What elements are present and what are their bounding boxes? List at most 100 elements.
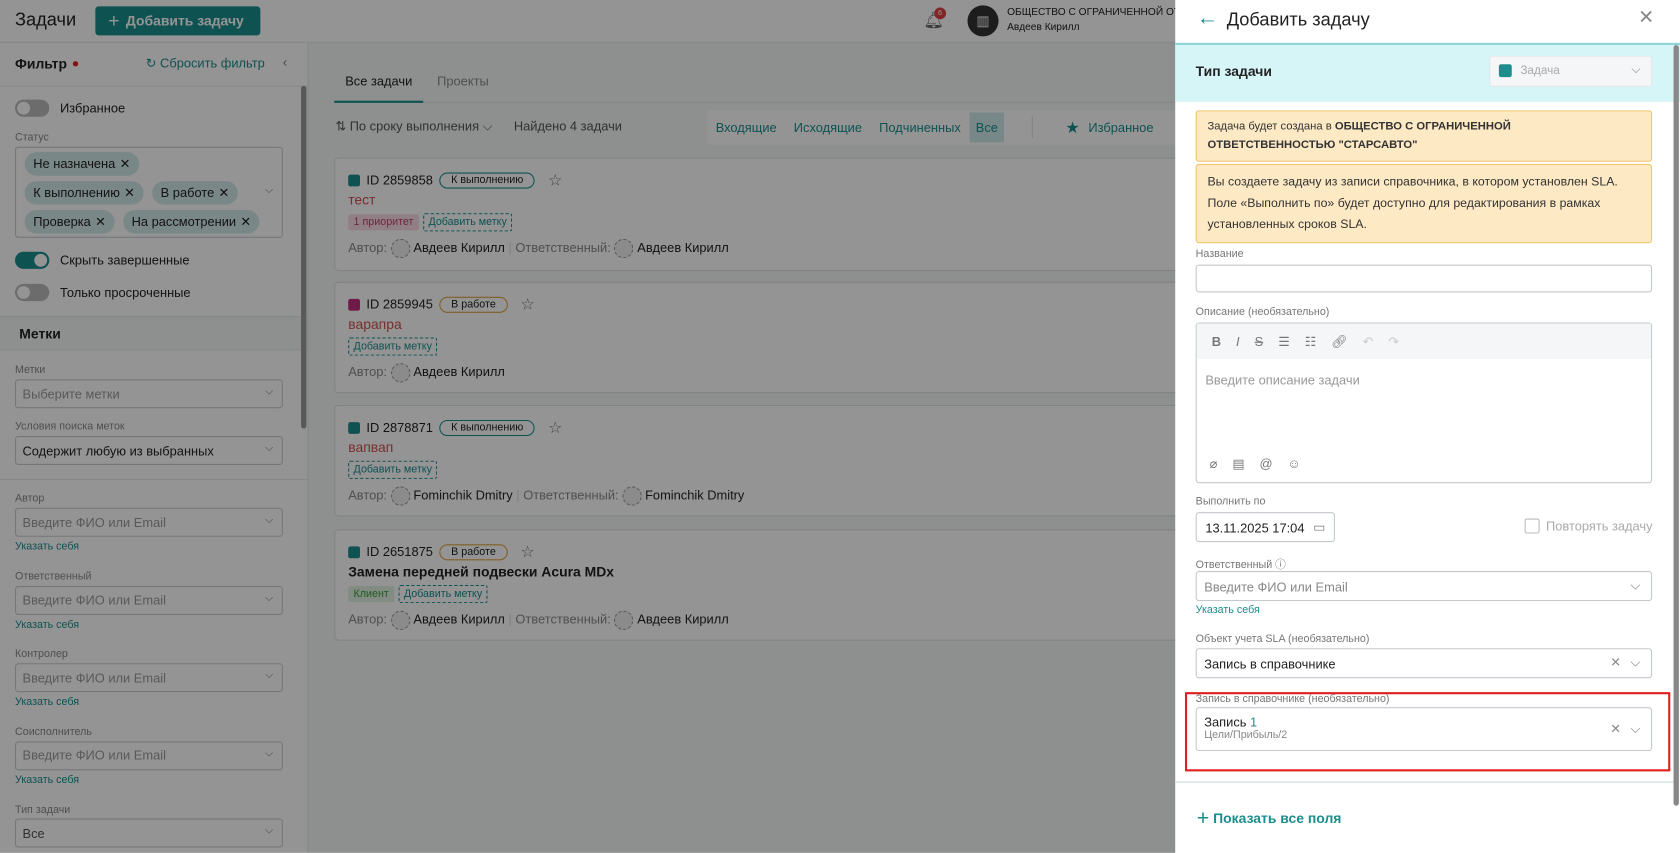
found-count: Найдено 4 задачи [513,118,622,134]
close-icon[interactable]: ✕ [1638,6,1655,28]
avatar [622,486,642,506]
segment-incoming[interactable]: Входящие [715,119,777,135]
toggle-switch[interactable] [14,99,50,117]
responsible-name[interactable]: Авдеев Кирилл [637,611,729,627]
task-card[interactable]: ID 2651875 В работе ☆ Замена передней подв… [334,529,1192,641]
author-name[interactable]: Fominchik Dmitry [413,487,513,503]
segment-outgoing[interactable]: Исходящие [793,119,863,135]
sla-select[interactable]: Запись в справочнике ✕ ⌵ [1195,648,1653,679]
task-card[interactable]: ID 2859945 В работе ☆ варапра Добавить мет… [334,281,1192,394]
add-tag-button[interactable]: Добавить метку [398,584,488,604]
undo-icon[interactable]: ↶ [1362,333,1374,349]
tab-projects[interactable]: Проекты [437,73,489,89]
add-tag-button[interactable]: Добавить метку [348,460,438,479]
author-name[interactable]: Авдеев Кирилл [413,364,505,380]
star-icon[interactable]: ☆ [520,543,535,562]
assign-self-link[interactable]: Указать себя [1195,604,1260,617]
assign-self-link[interactable]: Указать себя [14,618,80,631]
description-editor[interactable]: B I S ☰ ☷ 🔗︎ ↶ ↷ Введите описание задачи ⌀ ▤ @ ☺ [1195,322,1653,484]
add-task-button[interactable]: + Добавить задачу [95,6,261,36]
assign-self-link[interactable]: Указать себя [14,696,80,709]
task-card[interactable]: ID 2878871 К выполнению ☆ вапвап Добавить … [334,404,1192,517]
tags-select[interactable]: Выберите метки ⌵ [14,379,283,409]
task-title[interactable]: Замена передней подвески Acura MDx [348,563,615,580]
person-select[interactable]: Введите ФИО или Email ⌵ [14,585,283,615]
toggle-switch[interactable] [14,283,50,302]
sidebar-scrollbar[interactable] [301,85,307,429]
segment-all[interactable]: Все [969,112,1005,143]
calendar-icon[interactable]: ▭ [1313,519,1326,535]
template-icon[interactable]: ▤ [1232,456,1245,472]
attach-icon[interactable]: ⌀ [1209,456,1218,472]
strikethrough-icon[interactable]: S [1254,333,1264,349]
panel-scrollbar[interactable] [1673,44,1679,806]
redo-icon[interactable]: ↷ [1388,333,1400,349]
task-type-select[interactable]: Все ⌵ [14,818,283,848]
emoji-icon[interactable]: ☺ [1287,456,1301,472]
task-tag[interactable]: Клиент [348,586,395,603]
modal-overlay[interactable] [0,0,1176,853]
assign-self-link[interactable]: Указать себя [14,541,80,553]
chevron-down-icon: ⌵ [1631,63,1641,77]
segment-subordinates[interactable]: Подчиненных [879,119,961,135]
bold-icon[interactable]: B [1211,333,1222,349]
add-tag-button[interactable]: Добавить метку [423,213,513,232]
task-id: ID 2878871 [366,419,433,435]
favorites-toggle[interactable]: Избранное [14,99,125,117]
task-card[interactable]: ID 2859858 К выполнению ☆ тест 1 приоритет… [334,157,1192,272]
close-icon[interactable]: ✕ [240,214,252,230]
bullet-list-icon[interactable]: ☰ [1278,333,1290,349]
add-task-panel: ← Добавить задачу ✕ Тип задачи Задача ⌵ З… [1175,0,1680,853]
responsible-name[interactable]: Fominchik Dmitry [645,487,745,503]
tag-search-select[interactable]: Содержит любую из выбранных ⌵ [14,436,283,465]
avatar [390,363,410,383]
reset-filter-button[interactable]: ↻ Сбросить фильтр [146,56,265,71]
task-type-select[interactable]: Задача ⌵ [1489,55,1653,87]
responsible-select[interactable]: Введите ФИО или Email ⌵ [1195,571,1653,602]
task-title[interactable]: варапра [348,316,402,333]
numbered-list-icon[interactable]: ☷ [1304,333,1317,349]
segment-favorites[interactable]: Избранное [1088,119,1154,135]
author-name[interactable]: Авдеев Кирилл [413,611,505,627]
clear-icon[interactable]: ✕ [1610,654,1622,670]
close-icon[interactable]: ✕ [218,185,230,201]
task-title[interactable]: вапвап [348,439,394,456]
record-select[interactable]: Запись 1 Цели/Прибыль/2 ✕ ⌵ [1195,707,1653,752]
author-name[interactable]: Авдеев Кирилл [413,240,505,256]
status-multiselect[interactable]: Не назначена ✕ К выполнению ✕ В работе ✕ Про… [14,146,283,238]
name-input[interactable] [1195,264,1653,293]
mention-icon[interactable]: @ [1259,456,1273,472]
hide-completed-toggle[interactable]: Скрыть завершенные [14,251,190,269]
responsible-name[interactable]: Авдеев Кирилл [637,240,729,256]
company-avatar[interactable]: ▥ [967,5,999,37]
link-icon[interactable]: 🔗︎ [1331,333,1348,349]
due-date-input[interactable]: 13.11.2025 17:04 ▭ [1195,512,1335,543]
show-all-fields-button[interactable]: + Показать все поля [1196,806,1342,831]
task-title[interactable]: тест [348,191,376,208]
task-id: ID 2651875 [366,544,433,560]
help-icon[interactable]: ⓘ [1275,559,1286,572]
italic-icon[interactable]: I [1236,333,1240,349]
person-select[interactable]: Введите ФИО или Email ⌵ [14,740,283,770]
collapse-sidebar-icon[interactable]: ‹ [282,54,288,70]
tab-all-tasks[interactable]: Все задачи [334,74,424,103]
sort-dropdown[interactable]: ⇅ По сроку выполнения ⌵ [335,118,493,134]
close-icon[interactable]: ✕ [95,214,106,230]
star-icon[interactable]: ☆ [547,171,563,190]
toggle-switch[interactable] [14,251,50,269]
only-overdue-toggle[interactable]: Только просроченные [14,283,191,302]
close-icon[interactable]: ✕ [119,156,131,172]
task-tag[interactable]: 1 приоритет [348,214,419,231]
checkbox[interactable] [1524,518,1540,534]
star-icon[interactable]: ☆ [547,418,563,438]
clear-icon[interactable]: ✕ [1610,721,1622,737]
person-select[interactable]: Введите ФИО или Email ⌵ [14,507,283,537]
assign-self-link[interactable]: Указать себя [14,774,80,786]
status-badge: В работе [439,296,508,313]
close-icon[interactable]: ✕ [124,185,135,201]
back-arrow-icon[interactable]: ← [1196,6,1219,30]
person-select[interactable]: Введите ФИО или Email ⌵ [14,663,283,693]
star-icon[interactable]: ☆ [520,295,535,314]
add-tag-button[interactable]: Добавить метку [348,337,438,356]
repeat-task-checkbox[interactable]: Повторять задачу [1524,518,1653,534]
